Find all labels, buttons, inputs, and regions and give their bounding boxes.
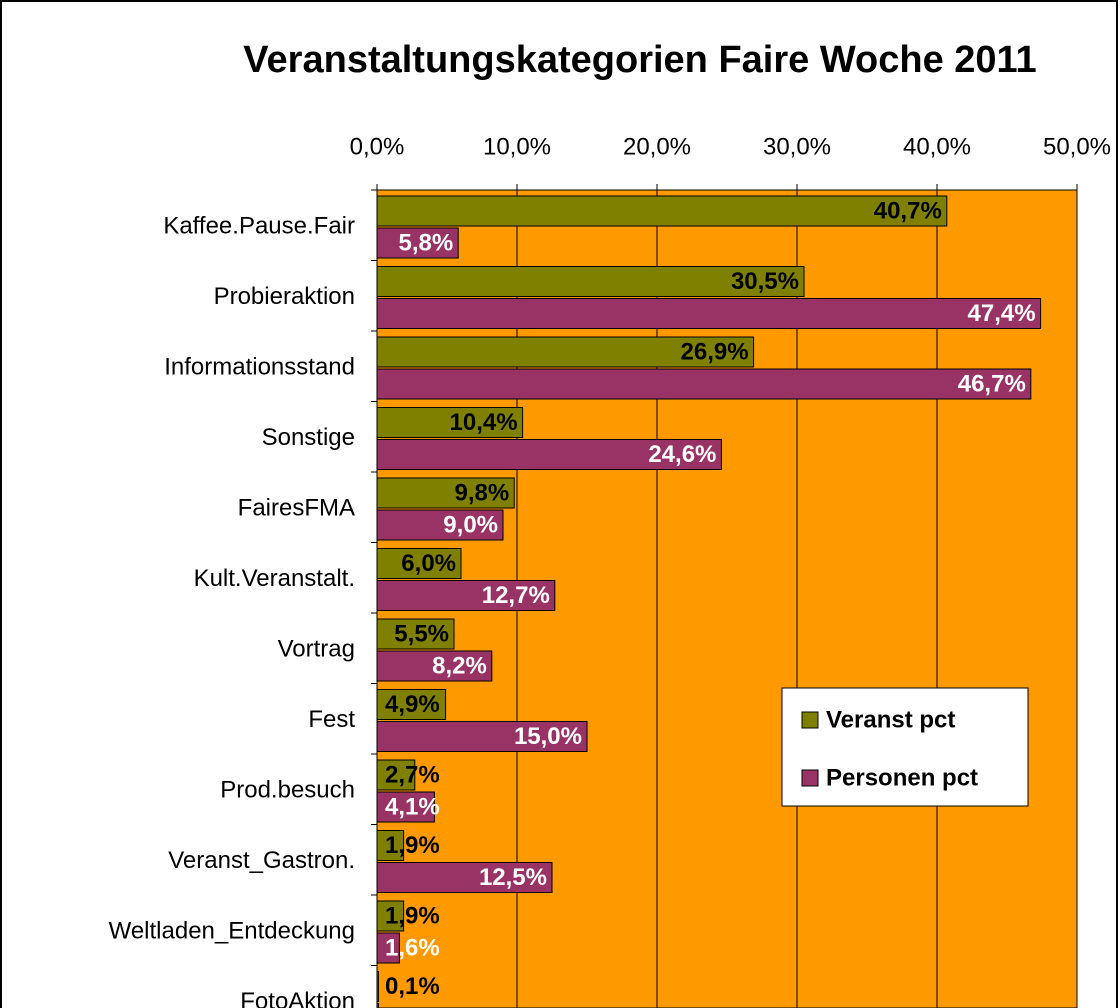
data-label: 1,9%	[385, 902, 440, 929]
data-label: 12,5%	[479, 864, 547, 891]
bar	[376, 1003, 379, 1008]
bar	[376, 932, 400, 964]
bar	[376, 900, 405, 932]
data-label: 26,9%	[681, 338, 749, 365]
bar	[376, 721, 588, 752]
y-tick-label: Fest	[308, 706, 355, 733]
bar	[376, 336, 755, 368]
data-label: 5,5%	[394, 620, 449, 647]
data-label: 2,7%	[385, 761, 440, 788]
bar	[376, 195, 948, 227]
bar	[376, 650, 493, 682]
chart-title: Veranstaltungskategorien Faire Woche 201…	[243, 39, 1036, 81]
bar	[376, 368, 1032, 400]
bar	[376, 791, 435, 823]
y-tick-label: Weltladen_Entdeckung	[109, 918, 355, 945]
x-tick-label: 40,0%	[903, 133, 971, 160]
data-label: 9,8%	[454, 479, 509, 506]
bar	[376, 548, 462, 579]
x-tick-label: 0,0%	[350, 133, 405, 160]
data-label: 30,5%	[731, 268, 799, 295]
bar	[376, 439, 722, 470]
bar	[376, 580, 556, 611]
legend-swatch	[801, 711, 819, 729]
bar	[376, 298, 1042, 329]
data-label: 5,8%	[398, 229, 453, 256]
y-tick-label: Kult.Veranstalt.	[194, 565, 355, 592]
data-label: 0,1%	[385, 973, 440, 1000]
data-label: 12,7%	[482, 582, 550, 609]
bar	[376, 509, 504, 541]
y-tick-label: FotoAktion	[240, 988, 355, 1008]
data-label: 1,6%	[385, 934, 440, 961]
data-label: 9,0%	[443, 511, 498, 538]
data-label: 15,0%	[514, 723, 582, 750]
bar	[376, 971, 379, 1002]
y-tick-label: Kaffee.Pause.Fair	[163, 213, 355, 240]
data-label: 4,1%	[385, 793, 440, 820]
data-label: 4,9%	[385, 691, 440, 718]
y-tick-label: Vortrag	[278, 636, 355, 663]
data-label: 47,4%	[968, 300, 1036, 327]
y-tick-label: Prod.besuch	[220, 777, 355, 804]
legend-label: Veranst pct	[826, 706, 955, 733]
legend-box	[781, 687, 1029, 807]
data-label: 1,9%	[385, 832, 440, 859]
bar	[376, 227, 459, 259]
x-tick-label: 10,0%	[483, 133, 551, 160]
y-tick-label: Probieraktion	[214, 283, 355, 310]
data-label: 24,6%	[648, 441, 716, 468]
bar	[376, 477, 515, 509]
legend-label: Personen pct	[826, 764, 978, 791]
data-label: 0,1%	[385, 1005, 440, 1008]
bar	[376, 266, 805, 297]
y-tick-label: Informationsstand	[164, 354, 355, 381]
y-tick-label: FairesFMA	[238, 495, 355, 522]
data-label: 40,7%	[874, 197, 942, 224]
bar	[376, 407, 524, 438]
data-label: 6,0%	[401, 550, 456, 577]
bar	[376, 618, 455, 650]
y-tick-label: Veranst_Gastron.	[168, 847, 355, 874]
x-tick-label: 20,0%	[623, 133, 691, 160]
bar	[376, 759, 416, 791]
bar	[376, 689, 447, 720]
data-label: 10,4%	[450, 409, 518, 436]
data-label: 8,2%	[432, 652, 487, 679]
y-tick-label: Sonstige	[262, 424, 355, 451]
bar	[376, 862, 553, 893]
x-tick-label: 50,0%	[1043, 133, 1111, 160]
bar	[376, 830, 405, 861]
legend-swatch	[801, 769, 819, 787]
x-tick-label: 30,0%	[763, 133, 831, 160]
data-label: 46,7%	[958, 370, 1026, 397]
